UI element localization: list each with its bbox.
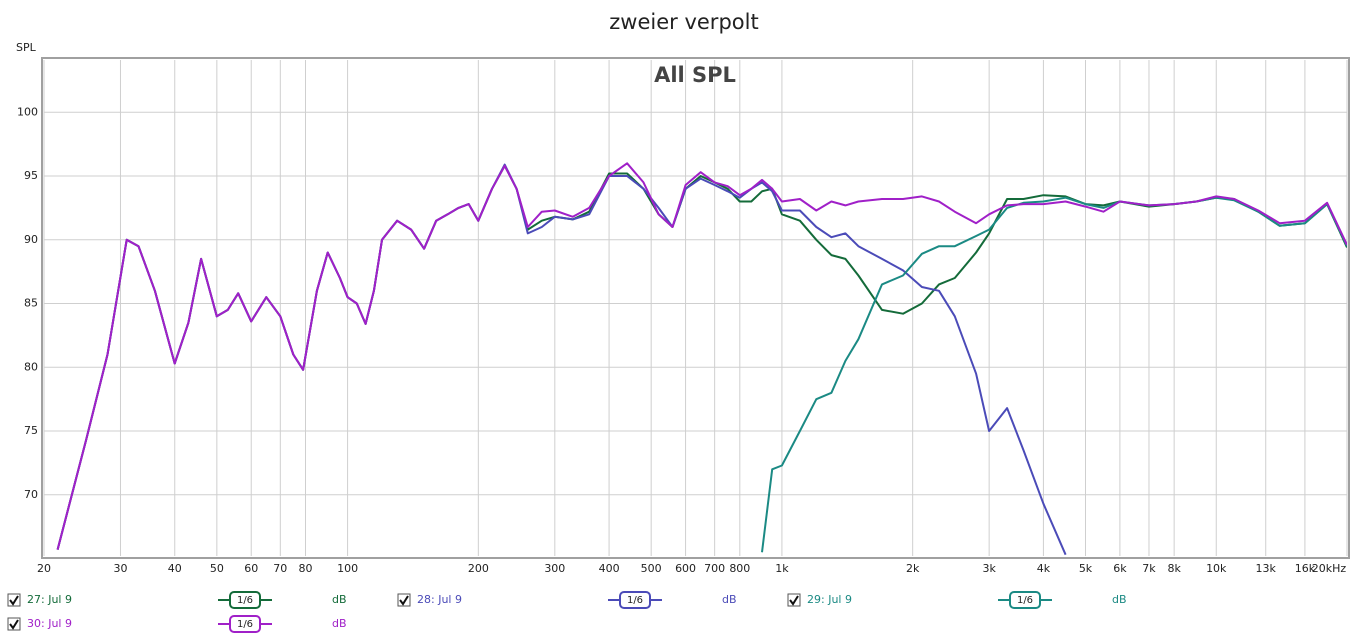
smoothing-box[interactable] (619, 591, 651, 609)
x-tick-label: 600 (675, 562, 696, 575)
x-tick-label: 40 (168, 562, 182, 575)
x-tick-label: 800 (729, 562, 750, 575)
x-tick-label: 100 (337, 562, 358, 575)
x-tick-label: 20kHz (1312, 562, 1347, 575)
smoothing-label: 1/6 (627, 595, 643, 606)
x-tick-label: 60 (244, 562, 258, 575)
unit-label: dB (722, 593, 737, 606)
x-tick-label: 5k (1079, 562, 1093, 575)
legend-label[interactable]: 29: Jul 9 (807, 593, 852, 606)
x-tick-label: 1k (775, 562, 789, 575)
y-tick-label: 75 (24, 424, 38, 437)
x-tick-label: 50 (210, 562, 224, 575)
x-tick-label: 400 (599, 562, 620, 575)
smoothing-box[interactable] (229, 615, 261, 633)
x-tick-label: 200 (468, 562, 489, 575)
x-tick-label: 20 (37, 562, 51, 575)
x-tick-label: 16k (1295, 562, 1316, 575)
y-tick-label: 95 (24, 169, 38, 182)
x-tick-label: 3k (982, 562, 996, 575)
legend-label[interactable]: 28: Jul 9 (417, 593, 462, 606)
chart-title: zweier verpolt (609, 10, 758, 34)
lines (56, 162, 1347, 556)
x-tick-label: 10k (1206, 562, 1227, 575)
y-axis-label: SPL (16, 41, 37, 54)
smoothing-label: 1/6 (237, 619, 253, 630)
legend: 27: Jul 9 1/6 dB 28: Jul 9 1/6 dB 29: Jul 9 1/6… (7, 591, 1127, 633)
y-tick-label: 80 (24, 360, 38, 373)
checkmark (399, 595, 409, 606)
plot-frame (41, 57, 1350, 559)
y-tick-label: 90 (24, 233, 38, 246)
x-tick-label: 500 (641, 562, 662, 575)
x-tick-label: 4k (1037, 562, 1051, 575)
y-tick-label: 70 (24, 488, 38, 501)
series-line (56, 162, 1347, 550)
x-tick-label: 80 (298, 562, 312, 575)
unit-label: dB (332, 617, 347, 630)
smoothing-box[interactable] (229, 591, 261, 609)
x-tick-label: 300 (544, 562, 565, 575)
legend-label[interactable]: 27: Jul 9 (27, 593, 72, 606)
y-tick-label: 100 (17, 105, 38, 118)
checkmark (789, 595, 799, 606)
x-tick-label: 6k (1113, 562, 1127, 575)
x-tick-label: 2k (906, 562, 920, 575)
checkmark (9, 619, 19, 630)
unit-label: dB (1112, 593, 1127, 606)
x-tick-label: 30 (113, 562, 127, 575)
smoothing-label: 1/6 (237, 595, 253, 606)
smoothing-box[interactable] (1009, 591, 1041, 609)
legend-label[interactable]: 30: Jul 9 (27, 617, 72, 630)
x-tick-label: 700 (704, 562, 725, 575)
x-tick-label: 7k (1142, 562, 1156, 575)
unit-label: dB (332, 593, 347, 606)
plot-title: All SPL (654, 63, 736, 87)
smoothing-label: 1/6 (1017, 595, 1033, 606)
x-tick-label: 8k (1167, 562, 1181, 575)
x-tick-label: 70 (273, 562, 287, 575)
checkmark (9, 595, 19, 606)
x-tick-label: 13k (1256, 562, 1277, 575)
y-tick-label: 85 (24, 297, 38, 310)
